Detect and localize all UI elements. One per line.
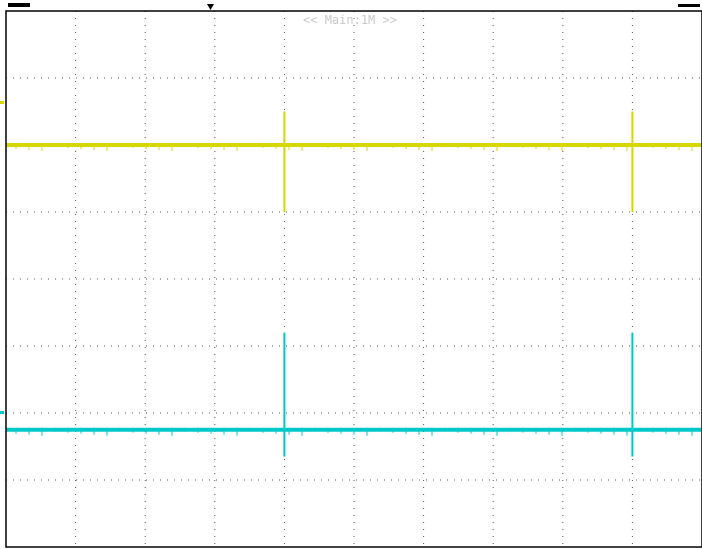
ch2-level-marker <box>0 411 4 414</box>
left-corner-indicator <box>8 3 30 7</box>
trigger-position-marker <box>207 4 214 10</box>
top-edge-indicators <box>8 3 700 10</box>
timebase-label: << Main:1M >> <box>303 13 397 27</box>
traces <box>6 111 702 457</box>
right-corner-indicator <box>678 4 700 7</box>
channel-markers <box>0 101 4 414</box>
ch1-level-marker <box>0 101 4 104</box>
plot-frame <box>5 10 702 548</box>
